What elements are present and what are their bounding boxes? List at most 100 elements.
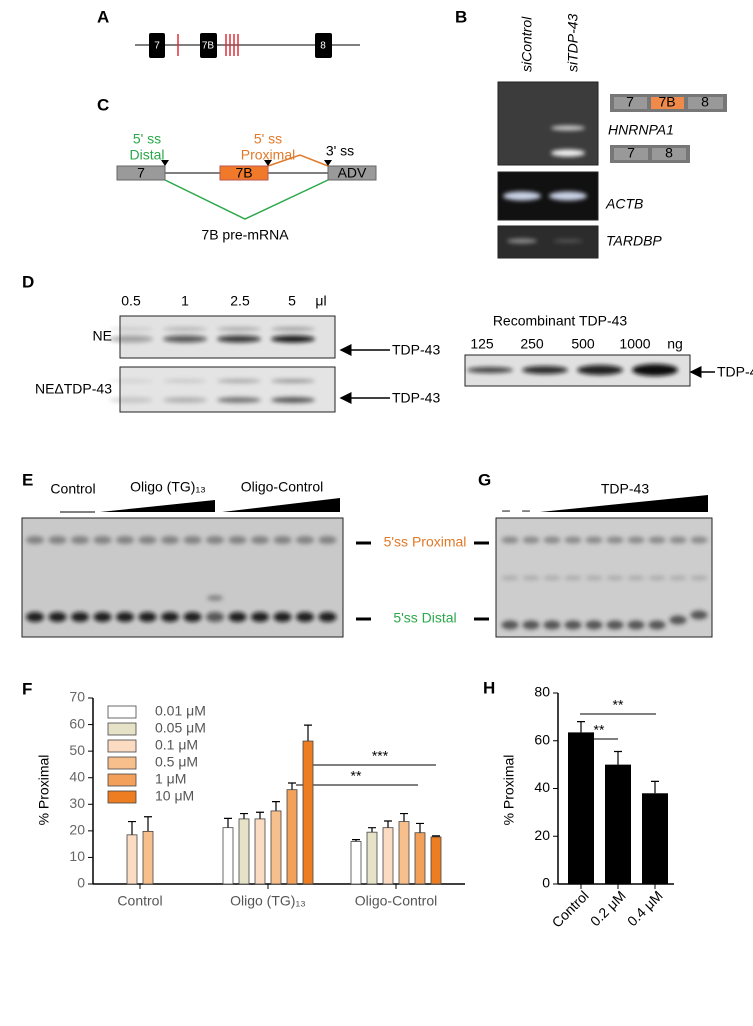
- site-marks: [177, 34, 239, 56]
- panel-label: F: [22, 679, 32, 698]
- gel-band: [606, 575, 624, 581]
- gel: [21, 517, 344, 638]
- gel-band: [228, 536, 247, 544]
- bar: [350, 841, 362, 885]
- gel: [119, 366, 336, 413]
- gel-band: [648, 620, 666, 630]
- gel-band: [93, 612, 112, 622]
- panel-label: H: [483, 678, 495, 697]
- gel-band: [271, 397, 315, 403]
- bar: [398, 821, 410, 885]
- exon-label: 8: [320, 41, 326, 52]
- exon-label: 7: [137, 165, 145, 181]
- gel-band: [296, 536, 314, 544]
- gene-label: HNRNPA1: [608, 122, 674, 138]
- error-bar: [368, 827, 376, 833]
- bar: [238, 818, 250, 885]
- exon-label: 7B: [658, 94, 675, 110]
- gel-band: [163, 327, 207, 331]
- y-tick-label: 40: [534, 779, 550, 795]
- x-tick-label: 0.2 μM: [587, 887, 629, 929]
- gels: [21, 81, 713, 638]
- gel-band: [669, 615, 687, 625]
- band-label: 5'ss Proximal: [384, 534, 467, 550]
- gel-band: [228, 612, 247, 622]
- gel-band: [507, 238, 537, 244]
- gel-band: [648, 536, 666, 544]
- lane-label: 125: [470, 336, 494, 352]
- exon-label: 7B: [235, 165, 252, 181]
- band-label: 5'ss Distal: [393, 610, 456, 626]
- bar: [222, 827, 234, 885]
- row-label: NEΔTDP-43: [35, 381, 112, 397]
- gel-band: [163, 379, 207, 383]
- legend-swatch: [107, 722, 137, 736]
- lane-label: 2.5: [230, 293, 250, 309]
- panel-label: G: [478, 470, 491, 489]
- significance: **: [594, 722, 605, 738]
- bar: [430, 836, 442, 885]
- panel-label: B: [455, 7, 467, 26]
- exon: [651, 97, 684, 109]
- error-bar: [240, 812, 248, 819]
- gel-band: [207, 595, 223, 601]
- panel-label: A: [97, 7, 109, 26]
- bar: [568, 732, 594, 884]
- error-bar: [272, 801, 280, 811]
- error-bar: [144, 816, 152, 832]
- gel-band: [522, 366, 568, 374]
- gel-band: [606, 620, 624, 630]
- bar: [142, 830, 154, 885]
- gel-band: [543, 620, 561, 630]
- gel-title: TDP-43: [601, 481, 649, 497]
- error-bar: [304, 724, 312, 742]
- legend-label: 0.01 μM: [155, 703, 206, 719]
- gel-band: [71, 612, 89, 622]
- error-bar: [416, 822, 424, 833]
- exon: [652, 148, 686, 160]
- error-bar: [651, 780, 659, 794]
- gel-band: [138, 612, 157, 622]
- gel-band: [551, 149, 585, 157]
- gel-band: [217, 327, 261, 331]
- gel-band: [271, 379, 315, 383]
- exon-label: 8: [665, 145, 673, 161]
- gel-band: [503, 191, 541, 201]
- gel-band: [109, 335, 153, 343]
- wedge: [540, 495, 708, 512]
- gel-band: [549, 191, 587, 201]
- lane-label: 1000: [619, 336, 650, 352]
- exon-label: 8: [701, 94, 709, 110]
- gel-band: [163, 397, 207, 403]
- bar: [126, 834, 138, 885]
- gel-band: [627, 620, 645, 630]
- gel-band: [543, 575, 561, 581]
- gel-band: [627, 575, 645, 581]
- gel-band: [501, 536, 519, 544]
- gel-band: [93, 536, 112, 544]
- x-tick-label: 0.4 μM: [624, 887, 666, 929]
- row-label: NE: [93, 328, 112, 344]
- panel-label: C: [97, 95, 109, 114]
- error-bar: [288, 782, 296, 790]
- group-label: Control: [50, 481, 95, 497]
- significance: ***: [372, 748, 389, 764]
- bar: [254, 818, 266, 885]
- exon: [219, 165, 269, 181]
- gel-band: [206, 536, 224, 544]
- lane-label: 0.5: [121, 293, 141, 309]
- legend-label: 1 μM: [155, 771, 186, 787]
- lane-label: 250: [520, 336, 544, 352]
- x-tick-label: Oligo-Control: [355, 893, 437, 909]
- gel-band: [585, 575, 603, 581]
- legend-swatch: [107, 739, 137, 753]
- band-label: TDP-43: [392, 342, 440, 358]
- gel-band: [318, 536, 337, 544]
- lane-label: siTDP-43: [565, 13, 581, 72]
- exon-label: 7B: [202, 41, 215, 52]
- gel-band: [138, 536, 157, 544]
- gel-band: [318, 612, 337, 622]
- y-tick-label: 0: [542, 875, 550, 891]
- y-tick-label: 30: [69, 795, 85, 811]
